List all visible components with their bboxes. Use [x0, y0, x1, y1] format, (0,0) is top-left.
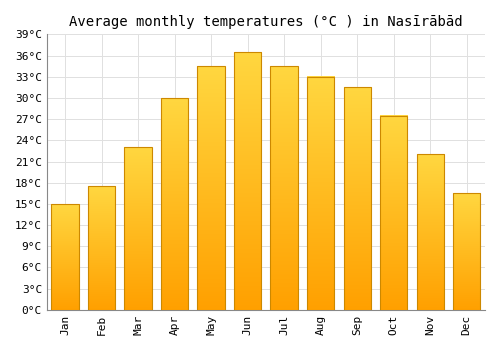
Title: Average monthly temperatures (°C ) in Nasīrābād: Average monthly temperatures (°C ) in Na… [69, 15, 462, 29]
Bar [416, 154, 444, 310]
Bar [124, 147, 152, 310]
Bar [380, 116, 407, 310]
Bar [307, 77, 334, 310]
Bar [270, 66, 298, 310]
Bar [161, 98, 188, 310]
Bar [52, 204, 79, 310]
Bar [344, 87, 371, 310]
Bar [453, 193, 480, 310]
Bar [198, 66, 225, 310]
Bar [88, 186, 116, 310]
Bar [234, 52, 262, 310]
